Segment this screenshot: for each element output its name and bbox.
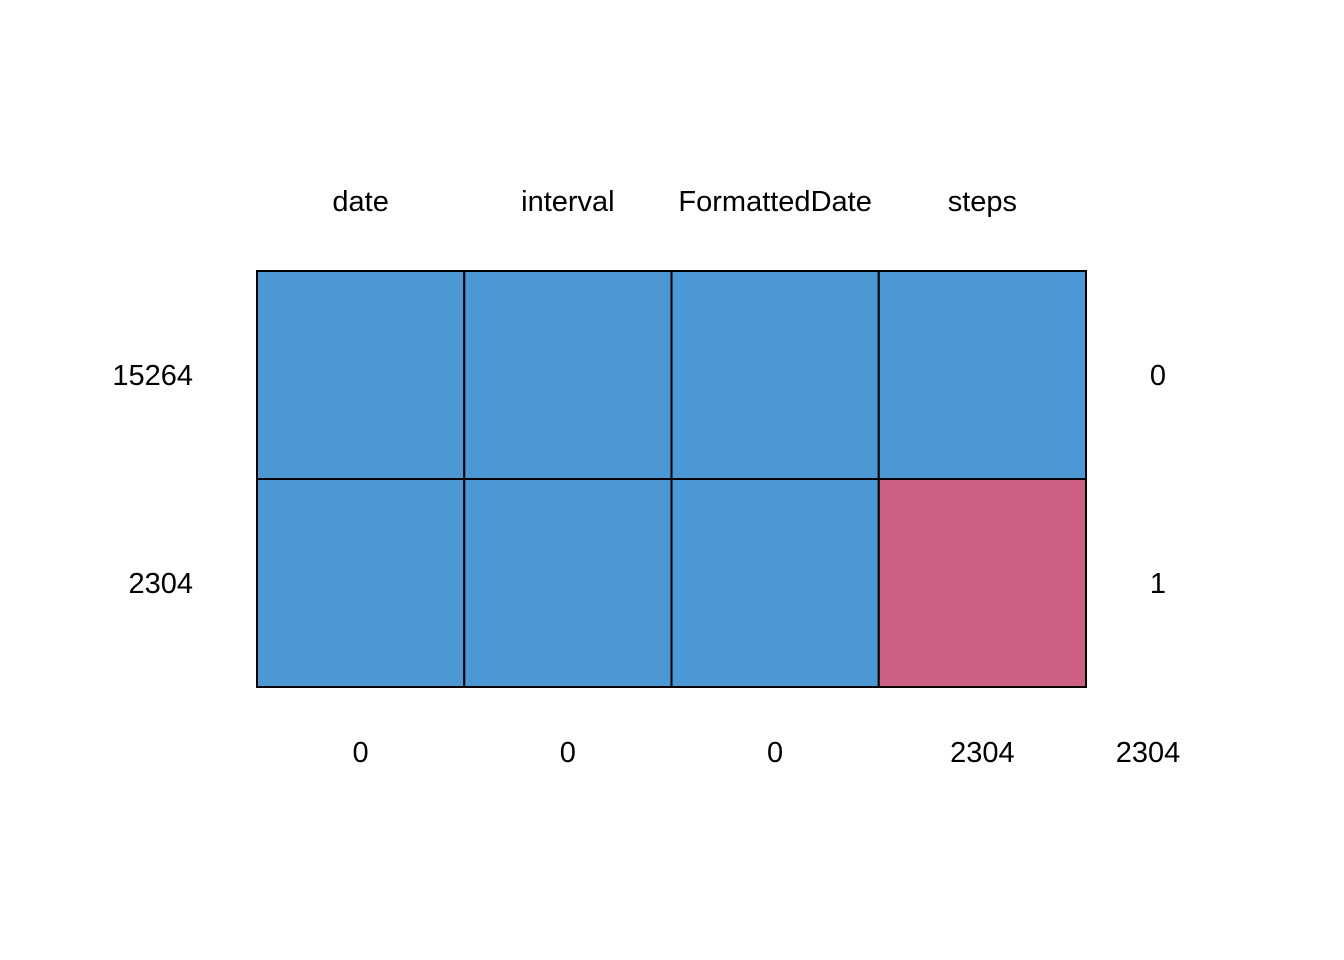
cell-observed bbox=[256, 270, 466, 480]
column-header: FormattedDate bbox=[678, 186, 871, 218]
cell-observed bbox=[463, 270, 673, 480]
row-count: 2304 bbox=[128, 568, 193, 600]
cell-observed bbox=[670, 270, 880, 480]
row-missing-labels: 01 bbox=[1150, 360, 1166, 600]
pattern-grid bbox=[256, 270, 1087, 688]
column-total-labels: 0 0 0 2304 bbox=[353, 737, 1015, 769]
row-missing-count: 0 bbox=[1150, 360, 1166, 392]
row-count: 15264 bbox=[112, 360, 193, 392]
cell-observed bbox=[256, 478, 466, 688]
column-total: 0 bbox=[353, 737, 369, 769]
column-total: 0 bbox=[560, 737, 576, 769]
column-headers: date interval FormattedDate steps bbox=[332, 186, 1017, 218]
row-count-labels: 15264 2304 bbox=[112, 360, 193, 600]
column-total: 0 bbox=[767, 737, 783, 769]
cell-missing bbox=[877, 478, 1087, 688]
column-header: steps bbox=[948, 186, 1017, 218]
cell-observed bbox=[877, 270, 1087, 480]
column-total: 2304 bbox=[950, 737, 1015, 769]
row-missing-count: 1 bbox=[1150, 568, 1166, 600]
cell-observed bbox=[670, 478, 880, 688]
column-header: date bbox=[332, 186, 388, 218]
total-missing-label: 2304 bbox=[1116, 737, 1181, 769]
cell-observed bbox=[463, 478, 673, 688]
column-header: interval bbox=[521, 186, 615, 218]
